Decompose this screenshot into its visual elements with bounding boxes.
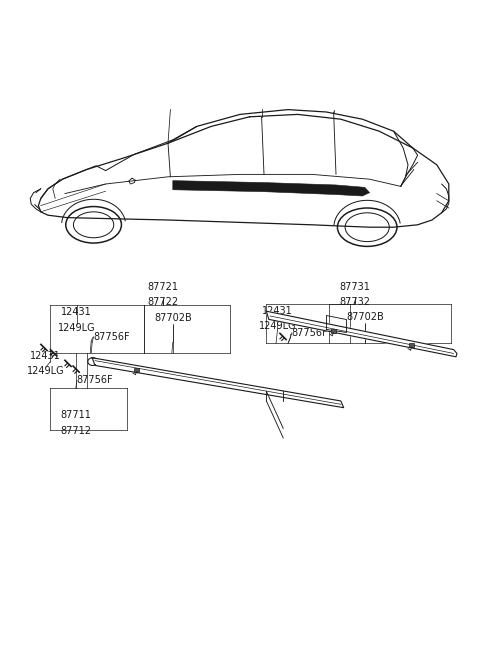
Text: 12431: 12431 — [61, 308, 92, 318]
Bar — [331, 329, 336, 333]
Bar — [409, 343, 414, 347]
Text: 12431: 12431 — [30, 351, 61, 361]
Bar — [134, 368, 139, 372]
Text: 87731: 87731 — [340, 281, 371, 291]
Text: 1249LG: 1249LG — [58, 323, 96, 333]
Text: 87712: 87712 — [60, 426, 91, 436]
Polygon shape — [266, 311, 457, 357]
Text: 12431: 12431 — [262, 306, 293, 316]
Text: 87702B: 87702B — [346, 312, 384, 322]
Text: 87756F: 87756F — [292, 328, 328, 338]
Text: 87756F: 87756F — [77, 375, 113, 385]
Polygon shape — [173, 180, 370, 196]
Text: 87732: 87732 — [340, 297, 371, 307]
Text: 87711: 87711 — [60, 410, 91, 420]
Text: 87722: 87722 — [148, 297, 179, 307]
Text: 87721: 87721 — [148, 281, 179, 291]
Text: 1249LG: 1249LG — [259, 321, 296, 331]
Text: 87702B: 87702B — [154, 313, 192, 323]
Text: 1249LG: 1249LG — [27, 367, 64, 377]
Polygon shape — [92, 358, 344, 407]
Text: 87756F: 87756F — [94, 332, 130, 342]
